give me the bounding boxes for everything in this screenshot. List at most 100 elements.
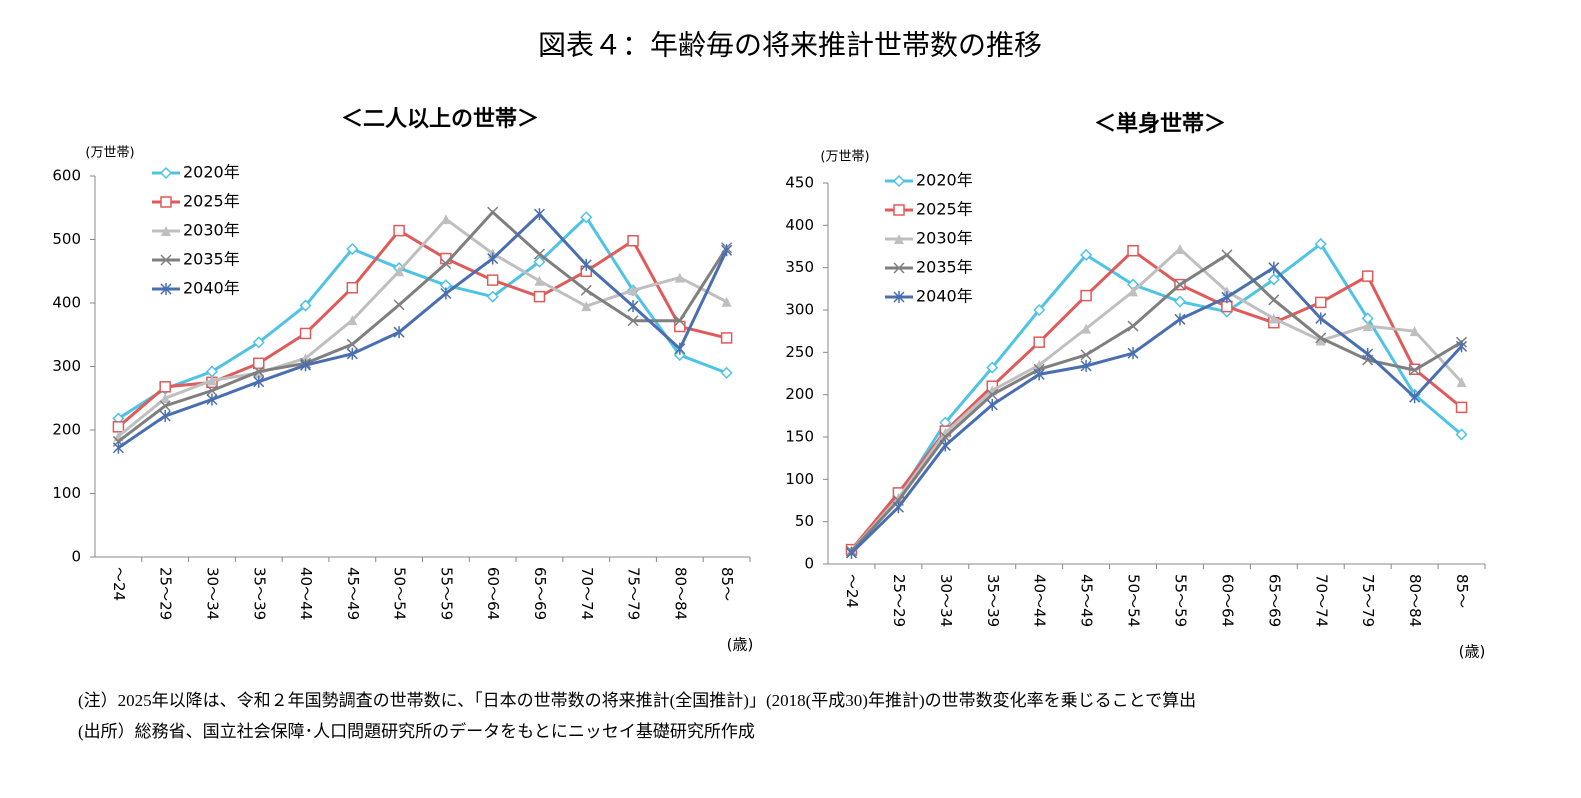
series-line — [850, 253, 1463, 553]
x-tick-label: 55～59 — [1171, 574, 1189, 627]
legend-label: 2025年 — [183, 192, 240, 211]
marker — [1268, 313, 1279, 324]
marker — [1080, 349, 1092, 361]
marker — [393, 326, 405, 339]
legend-marker — [892, 174, 906, 188]
marker — [299, 327, 312, 340]
legend-marker — [161, 226, 171, 236]
y-tick-label: 450 — [785, 174, 814, 192]
legend-marker — [160, 283, 172, 295]
y-tick-label: 0 — [804, 555, 814, 573]
marker — [1221, 249, 1233, 261]
marker — [1409, 391, 1421, 404]
marker — [1174, 313, 1186, 326]
marker — [252, 336, 265, 349]
marker — [1315, 312, 1327, 325]
legend-label: 2040年 — [916, 287, 973, 306]
y-tick-label: 600 — [52, 167, 81, 185]
marker — [347, 315, 358, 326]
legend-label: 2030年 — [916, 229, 973, 248]
y-tick-label: 50 — [795, 512, 814, 530]
x-tick-label: 30～34 — [937, 574, 955, 627]
marker — [627, 235, 639, 247]
x-tick-label: 75～79 — [625, 567, 643, 620]
marker — [1127, 244, 1139, 257]
marker — [674, 272, 685, 283]
y-unit: (万世帯) — [85, 146, 134, 161]
y-tick-label: 350 — [785, 258, 814, 276]
marker — [1456, 376, 1467, 387]
x-tick-label: 45～49 — [1078, 574, 1096, 627]
marker — [1456, 340, 1468, 353]
marker — [986, 361, 999, 374]
y-unit: (万世帯) — [820, 150, 869, 165]
marker — [1128, 286, 1139, 297]
x-tick-label: 80～84 — [1406, 574, 1424, 627]
marker — [627, 315, 639, 327]
series-line — [117, 217, 728, 438]
legend-marker — [893, 291, 905, 303]
marker — [893, 492, 904, 503]
marker — [299, 299, 312, 312]
marker — [580, 284, 592, 296]
marker — [1080, 289, 1092, 302]
y-tick-label: 300 — [52, 357, 81, 375]
note: (注）2025年以降は、令和２年国勢調査の世帯数に、「日本の世帯数の将来推計(全… — [78, 691, 1196, 710]
x-tick-label: 50～54 — [391, 567, 409, 620]
x-tick-label: 35～39 — [250, 567, 268, 620]
chart-title: ＜単身世帯＞ — [1094, 111, 1226, 137]
marker — [674, 342, 686, 355]
legend-marker — [893, 262, 905, 274]
marker — [720, 332, 733, 344]
marker — [939, 439, 951, 452]
marker — [487, 206, 499, 218]
marker — [159, 381, 171, 393]
marker — [1080, 359, 1092, 372]
marker — [1315, 296, 1327, 309]
series-line — [850, 265, 1463, 555]
marker — [487, 252, 499, 265]
marker — [1268, 294, 1280, 306]
legend-label: 2035年 — [183, 250, 240, 269]
marker — [580, 211, 593, 224]
marker — [160, 393, 171, 404]
marker — [253, 357, 265, 370]
marker — [1127, 320, 1139, 332]
marker — [1127, 347, 1139, 360]
marker — [1221, 291, 1233, 304]
marker — [534, 275, 545, 286]
source: (出所）総務省、国立社会保障･人口問題研究所のデータをもとにニッセイ基礎研究所作… — [78, 721, 755, 741]
marker — [1361, 270, 1374, 282]
y-tick-label: 400 — [52, 294, 81, 312]
marker — [206, 385, 218, 397]
marker — [253, 366, 265, 378]
marker — [845, 546, 857, 559]
legend-label: 2020年 — [916, 171, 973, 190]
series-line — [117, 214, 728, 420]
marker — [533, 208, 545, 221]
marker — [112, 421, 125, 433]
x-tick-label: 85～ — [718, 567, 736, 601]
marker — [440, 287, 452, 300]
marker — [112, 441, 124, 454]
x-tick-label: 25～29 — [890, 574, 908, 627]
marker — [394, 266, 405, 277]
marker — [1033, 368, 1045, 381]
x-tick-label: 35～39 — [984, 574, 1002, 627]
marker — [393, 299, 405, 311]
x-tick-label: 60～64 — [484, 567, 502, 620]
y-tick-label: 300 — [785, 301, 814, 319]
marker — [159, 400, 171, 412]
y-tick-label: 150 — [785, 428, 814, 446]
marker — [1455, 401, 1468, 414]
x-tick-label: 80～84 — [671, 567, 689, 620]
marker — [1362, 321, 1373, 332]
figure-title: 図表４：年齢毎の将来推計世帯数の推移 — [538, 29, 1042, 61]
y-tick-label: 400 — [785, 216, 814, 234]
marker — [1409, 364, 1421, 376]
marker — [673, 349, 686, 362]
legend-marker — [159, 166, 173, 180]
marker — [581, 301, 592, 312]
marker — [1314, 237, 1327, 251]
